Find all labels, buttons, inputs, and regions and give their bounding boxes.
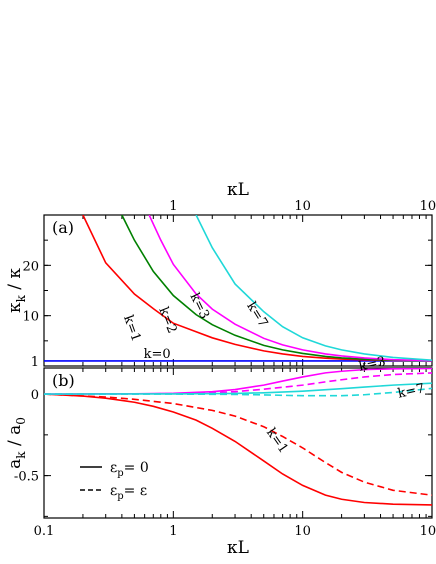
series-line bbox=[82, 215, 432, 362]
series-group bbox=[44, 368, 432, 506]
series-label: k=3 bbox=[358, 354, 388, 374]
legend-main: ε bbox=[110, 460, 117, 476]
series-label: k=3 bbox=[187, 291, 212, 322]
bottom-tick-label: 0.1 bbox=[34, 524, 55, 539]
series-line bbox=[44, 387, 432, 397]
legend: εp= 0εp= ε bbox=[80, 460, 149, 502]
series-label: k=1 bbox=[263, 426, 291, 457]
legend-solid-label: εp= 0 bbox=[110, 460, 149, 479]
ylabel-main: a bbox=[5, 459, 25, 469]
legend-dashed-label: εp= ε bbox=[110, 483, 147, 502]
series-line bbox=[148, 215, 432, 362]
panel-label: (a) bbox=[52, 218, 74, 237]
ylabel-sub: k bbox=[14, 294, 28, 302]
legend-main: ε bbox=[110, 483, 117, 499]
series-line bbox=[121, 215, 432, 362]
legend-rest: = 0 bbox=[124, 460, 149, 476]
bottom-tick-label: 10 bbox=[294, 524, 311, 539]
series-label: k=1 bbox=[120, 313, 143, 344]
top-tick-label: 10 bbox=[294, 199, 311, 214]
series-label: k=7 bbox=[396, 381, 426, 401]
ylabel-sub2: 0 bbox=[14, 417, 28, 425]
panel-a: 1 10 20 k=0k=1 k=2 k=3 k=7 (a) bbox=[22, 214, 433, 370]
top-axis-title: κL bbox=[227, 180, 249, 200]
legend-rest: = ε bbox=[124, 483, 147, 499]
top-tick-label: 100 bbox=[420, 199, 436, 214]
bottom-tick-label: 1 bbox=[169, 524, 177, 539]
y-tick-label: 0 bbox=[31, 388, 39, 403]
ylabel-rest: / a bbox=[5, 425, 25, 452]
series-label: k=2 bbox=[155, 305, 179, 336]
series-line bbox=[44, 368, 432, 395]
plot-frame bbox=[43, 214, 433, 367]
y-tick-label: -0.5 bbox=[14, 470, 39, 485]
series-line bbox=[44, 393, 432, 506]
ylabel-sub: k bbox=[14, 451, 28, 459]
panel-label: (b) bbox=[52, 371, 75, 390]
legend-sub: p bbox=[117, 491, 123, 502]
y-axis-title-b: ak / a0 bbox=[5, 417, 28, 469]
y-tick-label: 1 bbox=[31, 355, 39, 370]
y-tick-label: 10 bbox=[22, 310, 39, 325]
series-line bbox=[44, 393, 432, 496]
panel-b: 0 -0.5 k=3 k=7 k=1 (b) bbox=[14, 354, 433, 519]
series-line bbox=[195, 215, 432, 362]
legend-sub: p bbox=[117, 468, 123, 479]
bottom-axis-title: κL bbox=[227, 538, 249, 558]
bottom-tick-label: 100 bbox=[420, 524, 436, 539]
y-tick-label: 20 bbox=[22, 259, 39, 274]
plot-frame bbox=[43, 367, 433, 519]
series-label: k=0 bbox=[144, 347, 171, 362]
series-label: k=7 bbox=[243, 299, 270, 330]
series-group bbox=[44, 215, 432, 362]
series-line bbox=[44, 372, 432, 395]
ylabel-rest: / κ bbox=[5, 268, 25, 296]
ylabel-main: κ bbox=[5, 302, 25, 313]
y-axis-title-a: κk / κ bbox=[5, 268, 28, 313]
top-tick-label: 1 bbox=[169, 199, 177, 214]
